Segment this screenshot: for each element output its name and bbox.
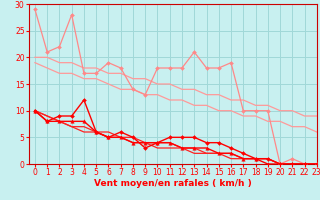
X-axis label: Vent moyen/en rafales ( km/h ): Vent moyen/en rafales ( km/h ): [94, 179, 252, 188]
